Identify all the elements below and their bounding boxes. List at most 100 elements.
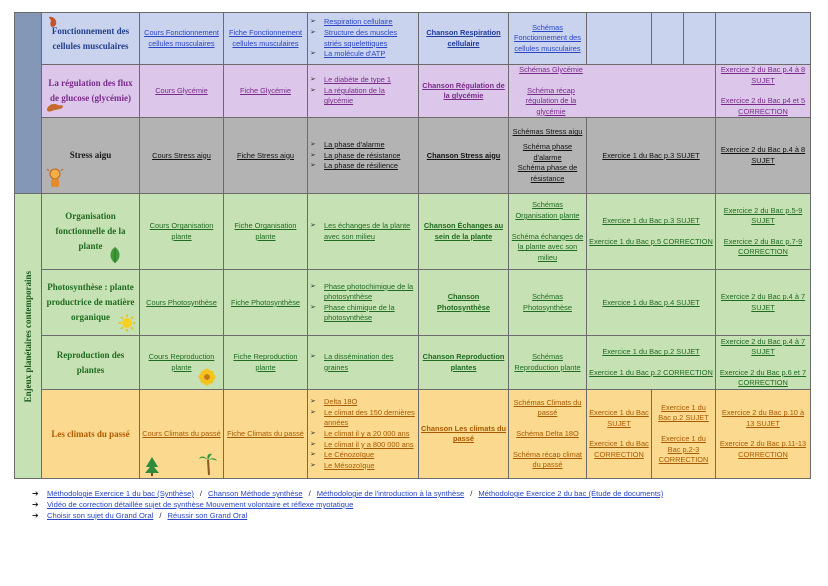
exercice2-correction-link[interactable]: Exercice 2 du Bac p.11-13 CORRECTION [719, 439, 807, 459]
video-link[interactable]: La régulation de la glycémie [324, 85, 385, 106]
exercice2-sujet-link[interactable]: Exercice 2 du Bac p.4 à 8 SUJET [720, 145, 806, 165]
video-link[interactable]: Le Mésozoïque [324, 460, 375, 470]
chanson-cell[interactable]: Chanson Régulation de la glycémie [418, 63, 509, 119]
video-link[interactable]: Phase chimique de la photosynthèse [324, 302, 395, 323]
exercice2-sujet-link[interactable]: Exercice 2 du Bac p.4 à 8 SUJET [720, 65, 806, 85]
video-link[interactable]: Le Cénozoïque [324, 450, 375, 460]
cours-cell[interactable]: Cours Stress aigu [139, 117, 224, 195]
video-link[interactable]: Respiration cellulaire [324, 17, 393, 27]
exercice2-cell[interactable]: Exercice 2 du Bac p.4 à 7 SUJET [715, 269, 811, 337]
exercice2-sujet-link[interactable]: Exercice 2 du Bac p.4 à 7 SUJET [720, 292, 806, 312]
fiche-cell[interactable]: Fiche Reproduction plante [223, 335, 308, 391]
cours-cell[interactable]: Cours Fonctionnement cellules musculaire… [139, 12, 224, 65]
video-link[interactable]: La phase d'alarme [324, 139, 385, 149]
exercice2-correction-link[interactable]: Exercice 2 du Bac p4 et 5 CORRECTION [720, 96, 806, 116]
schemas-link[interactable]: Schémas Fonctionnement des cellules musc… [514, 22, 581, 53]
chanson-link[interactable]: Chanson Les climats du passé [421, 423, 507, 444]
fiche-link[interactable]: Fiche Climats du passé [227, 429, 304, 439]
video-link[interactable]: La dissémination des graines [324, 352, 394, 372]
video-link[interactable]: La molécule d'ATP [324, 49, 386, 59]
video-link[interactable]: Phase photochimique de la photosynthèse [324, 281, 414, 302]
schema-resistance-link[interactable]: Schéma phase de résistance [517, 163, 578, 183]
chanson-cell[interactable]: Chanson Stress aigu [418, 117, 509, 195]
fiche-link[interactable]: Fiche Photosynthèse [230, 297, 301, 307]
fiche-cell[interactable]: Fiche Fonctionnement cellules musculaire… [223, 12, 308, 65]
fiche-cell[interactable]: Fiche Glycémie [223, 63, 308, 119]
fiche-cell[interactable]: Fiche Organisation plante [223, 193, 308, 271]
schema-echanges-link[interactable]: Schéma échanges de la plante avec son mi… [511, 231, 584, 262]
chanson-link[interactable]: Chanson Stress aigu [426, 150, 501, 160]
fiche-link[interactable]: Fiche Glycémie [240, 85, 291, 95]
exercice1-correction-link[interactable]: Exercice 1 du Bac p.5 CORRECTION [589, 236, 713, 246]
cours-cell[interactable]: Cours Organisation plante [139, 193, 224, 271]
cours-link[interactable]: Cours Fonctionnement cellules musculaire… [144, 27, 219, 48]
cours-link[interactable]: Cours Climats du passé [142, 429, 221, 439]
fiche-link[interactable]: Fiche Fonctionnement cellules musculaire… [228, 27, 303, 48]
chanson-link[interactable]: Chanson Photosynthèse [437, 292, 490, 312]
exercice2-sujet-link[interactable]: Exercice 2 du Bac p.4 à 7 SUJET [720, 336, 806, 357]
video-link[interactable]: Delta 18O [324, 397, 358, 407]
methodologie-introduction-link[interactable]: Méthodologie de l'introduction à la synt… [316, 489, 465, 498]
exercice2-cell[interactable]: Exercice 2 du Bac p.4 à 8 SUJET [715, 117, 811, 195]
schemas-cell[interactable]: Schémas Photosynthèse [508, 269, 587, 337]
cours-link[interactable]: Cours Photosynthèse [146, 297, 217, 307]
exercice2-sujet-link[interactable]: Exercice 2 du Bac p.10 à 13 SUJET [721, 408, 805, 428]
exercice2-correction-link[interactable]: Exercice 2 du Bac p.7-9 CORRECTION [723, 236, 803, 257]
video-link[interactable]: Le diabète de type 1 [324, 75, 391, 85]
fiche-cell[interactable]: Fiche Photosynthèse [223, 269, 308, 337]
chanson-link[interactable]: Chanson Respiration cellulaire [426, 27, 501, 48]
exercice1-cell[interactable]: Exercice 1 du Bac p.3 SUJET [586, 117, 716, 195]
chanson-cell[interactable]: Chanson Respiration cellulaire [418, 12, 509, 65]
schemas-link[interactable]: Schémas Stress aigu [512, 127, 583, 137]
video-link[interactable]: La phase de résistance [324, 150, 401, 160]
reussir-grand-oral-link[interactable]: Réussir son Grand Oral [167, 511, 248, 520]
chanson-link[interactable]: Chanson Échanges au sein de la plante [423, 221, 504, 241]
exercice1-sujet-link[interactable]: Exercice 1 du Bac p.3 SUJET [602, 216, 700, 226]
video-link[interactable]: Le climat il y a 800 000 ans [324, 439, 414, 449]
video-correction-link[interactable]: Vidéo de correction détaillée sujet de s… [47, 500, 354, 509]
fiche-link[interactable]: Fiche Reproduction plante [233, 352, 298, 372]
fiche-cell[interactable]: Fiche Stress aigu [223, 117, 308, 195]
chanson-link[interactable]: Chanson Régulation de la glycémie [422, 80, 505, 101]
fiche-link[interactable]: Fiche Stress aigu [236, 150, 295, 160]
chanson-methode-link[interactable]: Chanson Méthode synthèse [208, 489, 303, 498]
schema-alarme-link[interactable]: Schéma phase d'alarme [522, 141, 573, 162]
chanson-cell[interactable]: Chanson Reproduction plantes [418, 335, 509, 391]
exercice2-sujet-link[interactable]: Exercice 2 du Bac p.5-9 SUJET [723, 205, 803, 226]
exercice2-correction-link[interactable]: Exercice 2 du Bac p.6 et 7 CORRECTION [719, 367, 807, 388]
video-link[interactable]: La phase de résilience [324, 161, 398, 171]
chanson-cell[interactable]: Chanson Échanges au sein de la plante [418, 193, 509, 271]
fiche-cell[interactable]: Fiche Climats du passé [223, 389, 308, 480]
cours-link[interactable]: Cours Reproduction plante [148, 352, 215, 372]
schema-recap-link[interactable]: Schéma récap climat du passé [512, 449, 582, 470]
video-link[interactable]: Le climat il y a 20 000 ans [324, 429, 410, 439]
exercice1-sujet-link[interactable]: Exercice 1 du Bac p.4 SUJET [602, 297, 700, 307]
choisir-sujet-link[interactable]: Choisir son sujet du Grand Oral [47, 511, 154, 520]
schemas-cell[interactable]: Schémas Reproduction plante [508, 335, 587, 391]
exercice1b-sujet-link[interactable]: Exercice 1 du Bac p.2 SUJET [658, 402, 709, 423]
exercice1-sujet-link[interactable]: Exercice 1 du Bac p.3 SUJET [602, 150, 700, 160]
schemas-link[interactable]: Schémas Reproduction plante [514, 352, 581, 372]
chanson-cell[interactable]: Chanson Photosynthèse [418, 269, 509, 337]
schemas-link[interactable]: Schémas Climats du passé [513, 397, 582, 418]
cours-cell[interactable]: Cours Reproduction plante [139, 335, 224, 391]
exercice1-cell[interactable]: Exercice 1 du Bac p.4 SUJET [586, 269, 716, 337]
schema-delta-link[interactable]: Schéma Delta 18O [516, 429, 579, 439]
cours-cell[interactable]: Cours Glycémie [139, 63, 224, 119]
video-link[interactable]: Les échanges de la plante avec son milie… [324, 221, 411, 241]
fiche-link[interactable]: Fiche Organisation plante [234, 221, 297, 241]
exercice1-correction-link[interactable]: Exercice 1 du Bac CORRECTION [589, 439, 649, 459]
methodologie-exercice2-link[interactable]: Méthodologie Exercice 2 du bac (Étude de… [478, 489, 664, 498]
exercice1b-correction-link[interactable]: Exercice 1 du Bac p.2-3 CORRECTION [658, 434, 709, 465]
exercice1-correction-link[interactable]: Exercice 1 du Bac p.2 CORRECTION [589, 367, 713, 377]
cours-link[interactable]: Cours Organisation plante [149, 221, 214, 241]
cours-cell[interactable]: Cours Photosynthèse [139, 269, 224, 337]
schemas-link[interactable]: Schémas Photosynthèse [523, 292, 572, 312]
exercice1-sujet-link[interactable]: Exercice 1 du Bac p.2 SUJET [602, 347, 700, 357]
exercice1-sujet-link[interactable]: Exercice 1 du Bac SUJET [589, 408, 649, 428]
cours-cell[interactable]: Cours Climats du passé [139, 389, 224, 480]
cours-link[interactable]: Cours Stress aigu [152, 150, 211, 160]
methodologie-exercice1-link[interactable]: Méthodologie Exercice 1 du bac (Synthèse… [47, 489, 194, 498]
chanson-cell[interactable]: Chanson Les climats du passé [418, 389, 509, 480]
schemas-cell[interactable]: Schémas Fonctionnement des cellules musc… [508, 12, 587, 65]
